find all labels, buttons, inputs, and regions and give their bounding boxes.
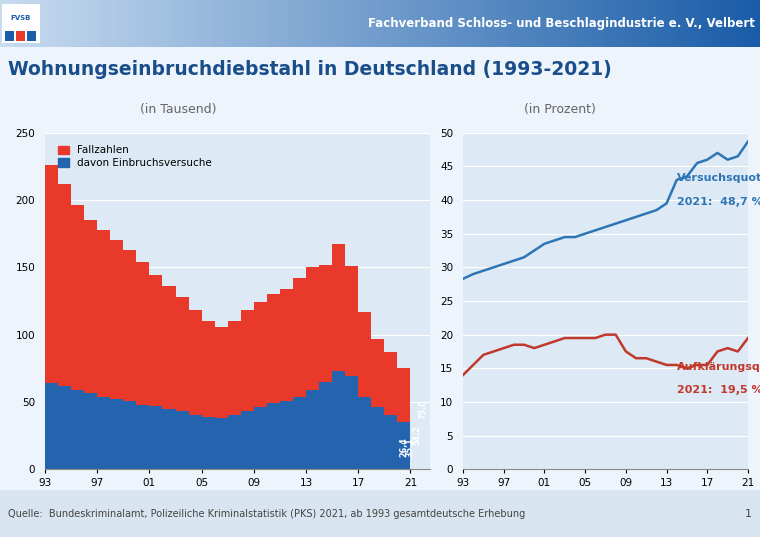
Text: 26,4: 26,4 — [400, 438, 408, 457]
Text: 1: 1 — [745, 509, 752, 519]
Bar — [2, 4, 40, 43]
Text: (in Tausend): (in Tausend) — [140, 103, 217, 116]
Bar — [16, 31, 25, 41]
Text: Quelle:  Bundeskriminalamt, Polizeiliche Kriminalstatistik (PKS) 2021, ab 1993 g: Quelle: Bundeskriminalamt, Polizeiliche … — [8, 509, 525, 519]
Bar — [27, 31, 36, 41]
Text: Fachverband Schloss- und Beschlagindustrie e. V., Velbert: Fachverband Schloss- und Beschlagindustr… — [368, 17, 755, 30]
Bar — [5, 31, 14, 41]
Text: Versuchsquote: Versuchsquote — [676, 173, 760, 183]
Text: 2021:  48,7 %: 2021: 48,7 % — [676, 197, 760, 207]
Text: (in Prozent): (in Prozent) — [524, 103, 596, 116]
Legend: Fallzahlen, davon Einbruchsversuche: Fallzahlen, davon Einbruchsversuche — [54, 141, 216, 172]
Text: 54,2: 54,2 — [413, 425, 422, 445]
Text: 75,0: 75,0 — [419, 400, 428, 419]
Text: Wohnungseinbruchdiebstahl in Deutschland (1993-2021): Wohnungseinbruchdiebstahl in Deutschland… — [8, 60, 612, 79]
Text: Aufklärungsquote: Aufklärungsquote — [676, 361, 760, 372]
Text: 35.1: 35.1 — [406, 438, 415, 457]
Text: FVSB: FVSB — [11, 15, 31, 21]
Text: 2021:  19,5 %: 2021: 19,5 % — [676, 385, 760, 395]
